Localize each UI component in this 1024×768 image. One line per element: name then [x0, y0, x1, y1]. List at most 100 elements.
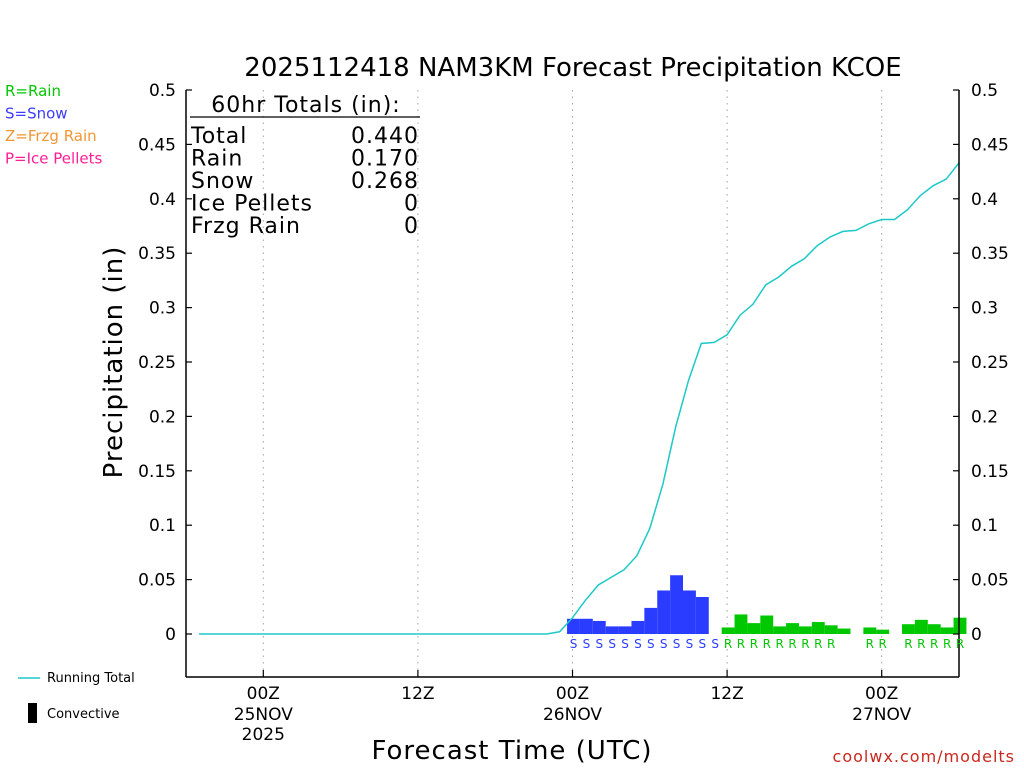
precip-type-letter: R: [930, 637, 938, 651]
y-tick-label-right: 0.35: [971, 244, 1009, 264]
precip-type-letter: R: [775, 637, 783, 651]
snow-bar: [579, 618, 593, 634]
totals-header: 60hr Totals (in):: [211, 93, 400, 118]
snow-bar: [592, 620, 606, 634]
x-tick-label: 00Z: [247, 684, 280, 704]
rain-bar: [798, 626, 812, 634]
precip-type-letter: S: [711, 637, 719, 651]
y-tick-label-left: 0.45: [138, 135, 176, 155]
totals-row-label: Total: [190, 124, 247, 149]
rain-bar: [953, 617, 967, 634]
precip-type-letter: S: [686, 637, 694, 651]
x-tick-date: 26NOV: [543, 705, 602, 725]
y-tick-label-right: 0.2: [971, 407, 998, 427]
y-tick-label-left: 0.5: [149, 81, 176, 101]
gridlines: [262, 90, 883, 677]
snow-bar: [670, 575, 684, 634]
precip-type-legend: R=Rain S=Snow Z=Frzg Rain P=Ice Pellets: [5, 82, 102, 168]
precip-type-letter: R: [866, 637, 874, 651]
snow-bar: [683, 590, 696, 634]
precip-type-letter: R: [917, 637, 925, 651]
running-total-line: [198, 162, 960, 635]
rain-bar: [773, 626, 787, 634]
y-tick-label-right: 0: [971, 625, 982, 645]
y-ticks-left: 0 0.05 0.1 0.15 0.2 0.25 0.3 0.35 0.4 0.45 0.5: [138, 81, 192, 645]
rain-bar: [747, 623, 761, 634]
rain-bar: [721, 627, 735, 634]
y-tick-label-left: 0.35: [138, 244, 176, 264]
x-tick-label: 00Z: [865, 684, 898, 704]
y-tick-label-right: 0.4: [971, 190, 998, 210]
y-tick-label-right: 0.3: [971, 299, 998, 319]
convective-legend-swatch: [28, 703, 37, 723]
precip-type-letter: S: [583, 637, 591, 651]
precip-type-letter: S: [660, 637, 668, 651]
precip-type-letter: R: [814, 637, 822, 651]
ptype-legend-item: P=Ice Pellets: [5, 150, 102, 168]
rain-bar: [811, 622, 825, 634]
y-tick-label-left: 0.1: [149, 516, 176, 536]
snow-bar: [657, 590, 671, 634]
x-tick-label: 12Z: [401, 684, 434, 704]
precip-type-letter: R: [943, 637, 951, 651]
convective-legend-label: Convective: [47, 707, 120, 722]
y-tick-label-left: 0.25: [138, 353, 176, 373]
totals-row-value: 0.440: [351, 124, 419, 149]
ptype-legend-item: S=Snow: [5, 105, 68, 123]
x-tick-date: 27NOV: [852, 705, 911, 725]
precip-type-letter: R: [904, 637, 912, 651]
precip-type-letter: R: [879, 637, 887, 651]
precip-type-letter: R: [827, 637, 835, 651]
y-tick-label-right: 0.15: [971, 462, 1009, 482]
snow-bar: [695, 597, 709, 634]
y-tick-label-left: 0.15: [138, 462, 176, 482]
x-tick-year: 2025: [242, 725, 285, 745]
y-tick-label-right: 0.05: [971, 571, 1009, 591]
bars: [567, 575, 967, 634]
credit-text: coolwx.com/modelts: [833, 747, 1015, 766]
y-tick-label-right: 0.5: [971, 81, 998, 101]
ptype-legend-item: R=Rain: [5, 82, 61, 100]
rain-bar: [927, 624, 941, 634]
series-legend: Running Total Convective: [18, 671, 135, 723]
rain-bar: [914, 619, 928, 634]
x-tick-label: 00Z: [556, 684, 589, 704]
totals-row-label: Rain: [191, 147, 243, 172]
rain-bar: [876, 629, 890, 634]
snow-bar: [618, 626, 632, 634]
precip-type-letter: S: [608, 637, 616, 651]
totals-row-label: Frzg Rain: [191, 214, 301, 239]
rain-bar: [786, 623, 799, 634]
y-tick-label-left: 0.2: [149, 407, 176, 427]
totals-row-value: 0: [404, 192, 419, 217]
totals-row-value: 0.268: [351, 169, 419, 194]
snow-bar: [631, 620, 645, 634]
rain-bar: [863, 627, 877, 634]
chart-title: 2025112418 NAM3KM Forecast Precipitation…: [244, 53, 901, 83]
precip-type-letter: R: [724, 637, 732, 651]
totals-row-label: Ice Pellets: [191, 192, 313, 217]
precip-type-letter: R: [763, 637, 771, 651]
y-ticks-right: 0 0.05 0.1 0.15 0.2 0.25 0.3 0.35 0.4 0.45 0.5: [953, 81, 1009, 645]
y-tick-label-right: 0.25: [971, 353, 1009, 373]
totals-row-value: 0.170: [351, 147, 419, 172]
precip-type-letter: R: [801, 637, 809, 651]
precip-type-letter: R: [750, 637, 758, 651]
precip-type-letter: S: [570, 637, 578, 651]
precip-type-letter: S: [621, 637, 629, 651]
rain-bar: [824, 625, 838, 634]
y-tick-label-left: 0: [165, 625, 176, 645]
precip-type-letter: R: [737, 637, 745, 651]
precip-type-letter: R: [956, 637, 964, 651]
y-tick-label-right: 0.1: [971, 516, 998, 536]
y-tick-label-left: 0.3: [149, 299, 176, 319]
precip-type-letter: R: [788, 637, 796, 651]
ptype-legend-item: Z=Frzg Rain: [5, 127, 97, 145]
totals-row-label: Snow: [191, 169, 254, 194]
y-tick-label-left: 0.4: [149, 190, 176, 210]
x-tick-label: 12Z: [710, 684, 743, 704]
